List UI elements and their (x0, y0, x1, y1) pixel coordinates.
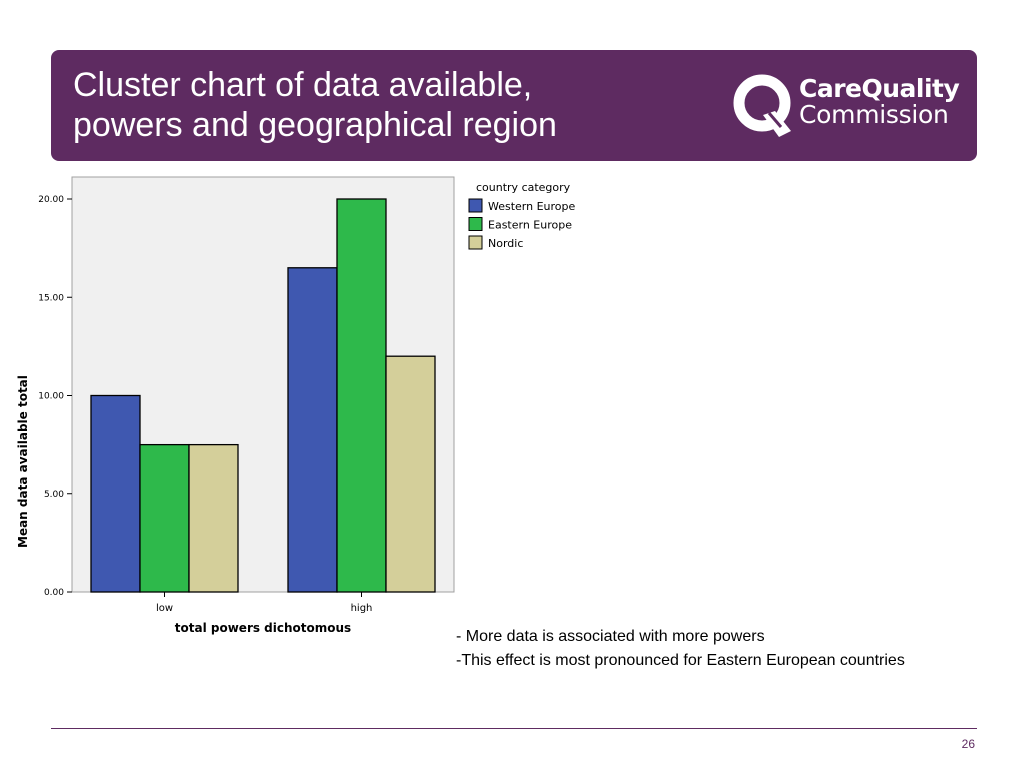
note-line: - More data is associated with more powe… (456, 628, 765, 645)
page-number: 26 (961, 737, 975, 751)
bar-nordic-low (188, 443, 239, 593)
y-axis-label: Mean data available total (16, 375, 30, 548)
x-axis: low high (156, 592, 372, 614)
logo-line-1: CareQuality (799, 74, 960, 103)
legend-label: Nordic (488, 237, 523, 250)
y-tick-label: 20.00 (38, 195, 64, 205)
legend-swatch (468, 235, 483, 250)
notes: - More data is associated with more powe… (456, 625, 905, 673)
legend-label: Eastern Europe (488, 219, 572, 232)
y-tick-label: 0.00 (44, 588, 64, 598)
cqc-q-logo-icon (733, 74, 791, 137)
x-tick-label: high (351, 603, 373, 614)
y-axis: 0.00 5.00 10.00 15.00 20.00 (38, 195, 72, 598)
bars-group (90, 198, 436, 593)
logo-line-2: Commission (799, 100, 949, 129)
bar-western-europe-low (90, 394, 141, 593)
legend: country category Western Europe Eastern Eu… (468, 181, 576, 250)
title-banner: Cluster chart of data available, powers … (51, 50, 977, 161)
legend-swatch (468, 198, 483, 213)
logo-wordmark: CareQuality Commission (799, 74, 960, 129)
x-axis-label: total powers dichotomous (175, 621, 351, 635)
footer-divider (51, 728, 977, 729)
bar-eastern-europe-high (336, 198, 387, 593)
bar-nordic-high (385, 355, 436, 593)
legend-title: country category (476, 181, 571, 194)
legend-label: Western Europe (488, 200, 576, 213)
y-tick-label: 5.00 (44, 490, 64, 500)
bar-eastern-europe-low (139, 443, 190, 593)
bar-chart: 0.00 5.00 10.00 15.00 20.00 low high Mean dat… (16, 176, 576, 635)
x-tick-label: low (156, 603, 173, 614)
slide-title: Cluster chart of data available, powers … (73, 66, 557, 144)
legend-swatch (468, 217, 483, 231)
y-tick-label: 10.00 (38, 392, 64, 402)
bar-western-europe-high (287, 267, 338, 593)
note-line: -This effect is most pronounced for East… (456, 652, 905, 669)
cqc-logo: CareQuality Commission (729, 69, 960, 143)
y-tick-label: 15.00 (38, 293, 64, 303)
